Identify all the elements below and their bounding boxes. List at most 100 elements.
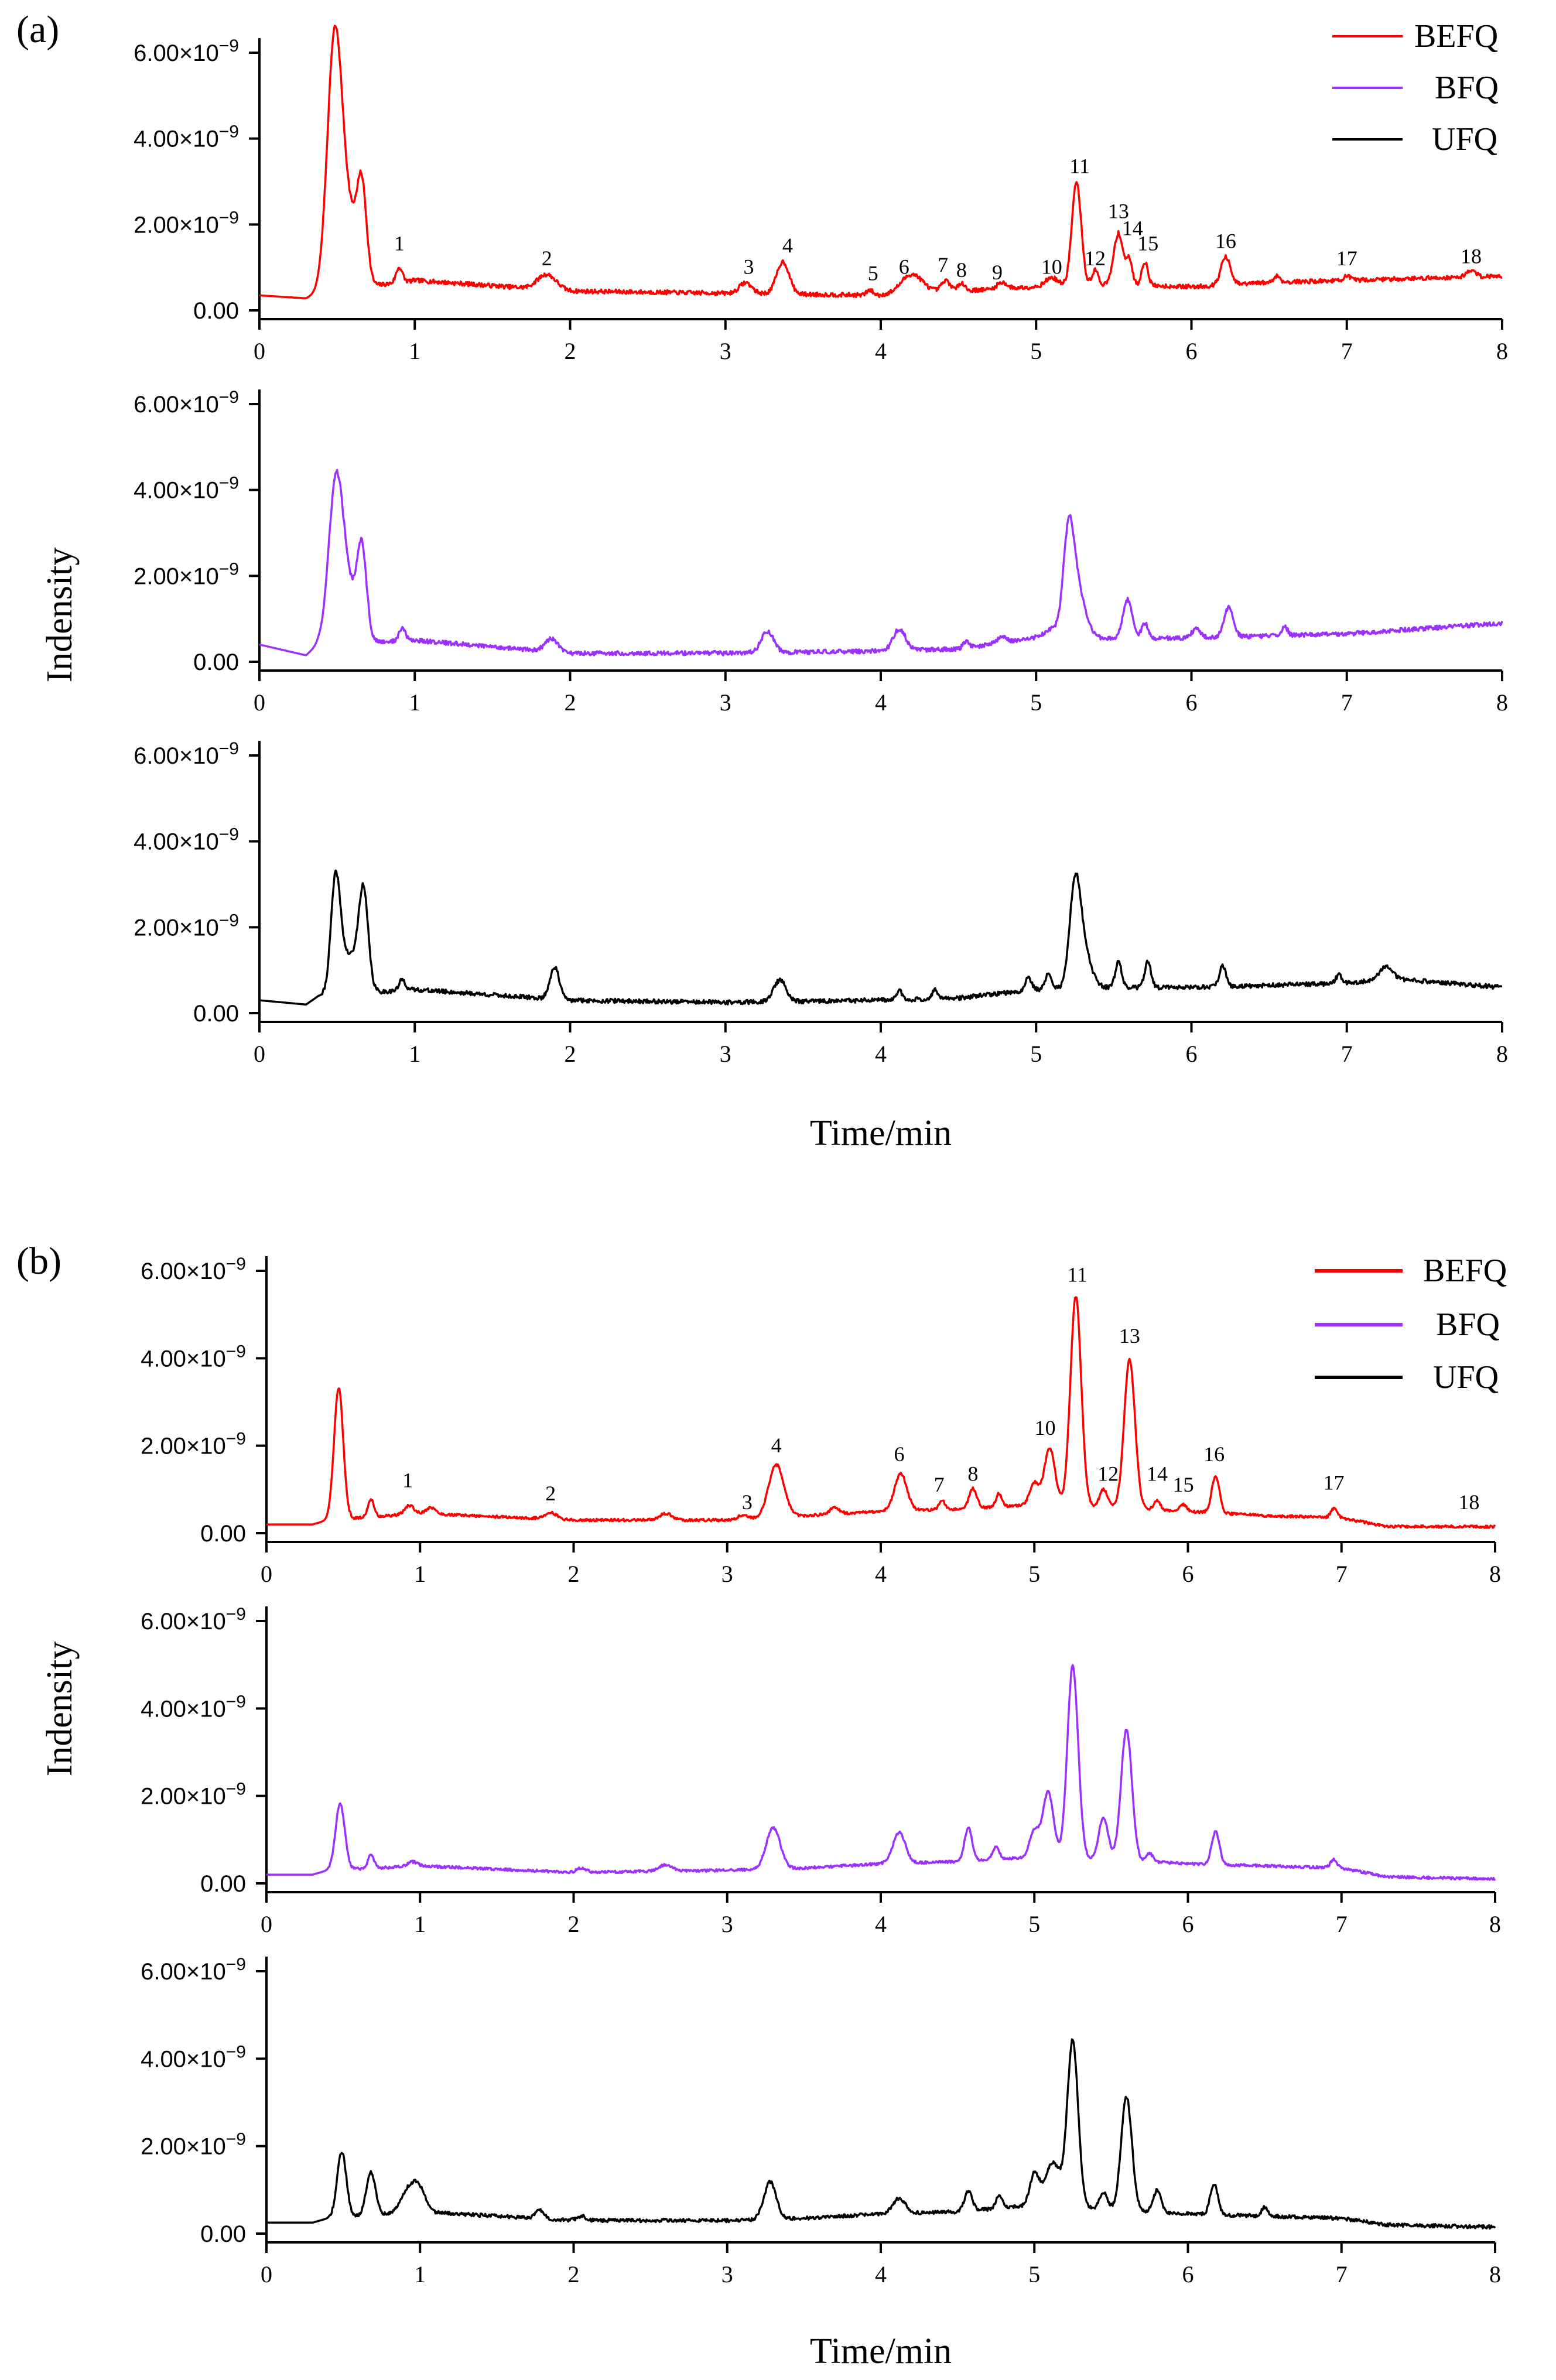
peak-label-4: 4 [782, 234, 793, 257]
b-ufq-x-tick-label: 8 [1489, 2261, 1501, 2287]
b-ufq-y-tick-label: 0.00 [200, 2221, 246, 2247]
peak-label-1: 1 [394, 231, 405, 255]
panel-b-befq-subplot: 0.002.00×10−94.00×10−96.00×10−90 1 2 3 4 5 6 7 8… [141, 1254, 1501, 1587]
a-bfq-x-tick-label: 4 [875, 689, 887, 716]
b-ufq-x-tick-label: 5 [1028, 2261, 1040, 2287]
b-ufq-x-tick-label: 6 [1182, 2261, 1194, 2287]
panel-b-y-axis-title: Indensity [40, 1642, 80, 1777]
b-befq-y-tick-label: 0.00 [200, 1521, 246, 1547]
b-bfq-y-tick-label: 0.00 [200, 1871, 246, 1897]
a-ufq-y-tick-label: 2.00×10−9 [134, 911, 239, 941]
legend-label-ufq: UFQ [1432, 121, 1497, 158]
a-bfq-x-tick-label: 6 [1186, 689, 1198, 716]
a-ufq-y-tick-label: 0.00 [193, 1001, 239, 1027]
a-befq-x-tick-label: 4 [875, 338, 887, 364]
peak-label-14: 14 [1147, 1462, 1168, 1485]
peak-label-13: 13 [1108, 199, 1129, 223]
peak-label-15: 15 [1137, 231, 1158, 255]
panel-b-bfq-subplot: 0.00 2.00×10−9 4.00×10−9 6.00×10−9 0 1 2 3 4 5 6 7 8 [141, 1605, 1501, 1937]
b-ufq-y-tick-label: 6.00×10−9 [141, 1955, 246, 1985]
peak-label-7: 7 [938, 253, 948, 276]
b-befq-x-tick-label: 1 [414, 1561, 426, 1587]
peak-label-6: 6 [899, 255, 909, 279]
peak-label-17: 17 [1336, 247, 1357, 270]
b-bfq-x-tick-label: 3 [721, 1911, 733, 1937]
peak-label-1: 1 [402, 1469, 413, 1492]
panel-a: (a) Indensity Time/min BEFQ BFQ UFQ 0.00… [16, 8, 1508, 1153]
peak-label-10: 10 [1035, 1416, 1056, 1439]
a-ufq-x-tick-label: 2 [565, 1041, 576, 1067]
b-ufq-x-tick-label: 3 [721, 2261, 733, 2287]
b-bfq-x-tick-label: 4 [875, 1911, 887, 1937]
panel-a-befq-subplot: 0.002.00×10−94.00×10−96.00×10−90 1 2 3 4 5 6 7 8… [134, 25, 1508, 364]
peak-label-3: 3 [742, 1490, 753, 1514]
panel-a-bfq-subplot: 0.00 2.00×10−9 4.00×10−9 6.00×10−9 0 1 2 3 4 5 6 7 8 [134, 388, 1508, 716]
peak-label-8: 8 [967, 1462, 978, 1485]
b-bfq-y-tick-label: 4.00×10−9 [141, 1692, 246, 1722]
a-befq-x-tick-label: 2 [565, 338, 576, 364]
a-ufq-x-tick-label: 5 [1030, 1041, 1042, 1067]
b-bfq-x-tick-label: 0 [261, 1911, 272, 1937]
peak-label-15: 15 [1173, 1473, 1194, 1496]
b-ufq-trace [266, 2038, 1496, 2230]
peak-label-16: 16 [1203, 1442, 1225, 1466]
a-befq-y-tick-label: 6.00×10−9 [134, 36, 239, 66]
b-bfq-x-tick-label: 7 [1336, 1911, 1348, 1937]
a-bfq-x-tick-label: 2 [565, 689, 576, 716]
a-ufq-x-tick-label: 0 [254, 1041, 265, 1067]
peak-label-4: 4 [771, 1434, 782, 1457]
b-befq-x-tick-label: 0 [261, 1561, 272, 1587]
a-ufq-x-tick-label: 8 [1496, 1041, 1508, 1067]
peak-label-2: 2 [545, 1482, 556, 1505]
a-ufq-y-tick-label: 6.00×10−9 [134, 739, 239, 769]
peak-label-18: 18 [1458, 1490, 1479, 1514]
legend-label-befq: BEFQ [1414, 18, 1498, 54]
peak-label-12: 12 [1085, 247, 1106, 270]
a-bfq-y-tick-label: 6.00×10−9 [134, 388, 239, 418]
peak-label-7: 7 [934, 1473, 945, 1496]
panel-b-ufq-subplot: 0.00 2.00×10−9 4.00×10−9 6.00×10−9 0 1 2 3 4 5 6 7 8 [141, 1955, 1501, 2287]
peak-label-14: 14 [1122, 217, 1143, 240]
a-befq-y-tick-label: 2.00×10−9 [134, 208, 239, 238]
legend-label-bfq: BFQ [1435, 70, 1499, 106]
a-ufq-trace [259, 869, 1503, 1006]
a-ufq-y-tick-label: 4.00×10−9 [134, 825, 239, 855]
a-befq-x-tick-label: 8 [1496, 338, 1508, 364]
a-befq-x-tick-label: 5 [1030, 338, 1042, 364]
b-befq-y-tick-label: 6.00×10−9 [141, 1254, 246, 1284]
peak-label-10: 10 [1041, 255, 1062, 279]
peak-label-12: 12 [1097, 1462, 1119, 1485]
b-befq-x-tick-label: 2 [568, 1561, 580, 1587]
peak-label-11: 11 [1069, 154, 1090, 177]
a-bfq-y-tick-label: 4.00×10−9 [134, 474, 239, 504]
a-befq-y-tick-label: 0.00 [193, 298, 239, 324]
b-bfq-x-tick-label: 8 [1489, 1911, 1501, 1937]
panel-a-legend: BEFQ BFQ UFQ [1332, 18, 1499, 158]
a-bfq-x-tick-label: 1 [409, 689, 420, 716]
a-bfq-trace [259, 469, 1503, 656]
peak-label-13: 13 [1119, 1324, 1140, 1348]
a-ufq-x-tick-label: 1 [409, 1041, 420, 1067]
b-bfq-x-tick-label: 2 [568, 1911, 580, 1937]
a-bfq-x-tick-label: 0 [254, 689, 265, 716]
a-bfq-x-tick-label: 8 [1496, 689, 1508, 716]
peak-label-16: 16 [1215, 230, 1236, 253]
b-befq-y-tick-label: 4.00×10−9 [141, 1342, 246, 1372]
peak-label-9: 9 [992, 261, 1003, 284]
b-bfq-x-tick-label: 6 [1182, 1911, 1194, 1937]
panel-a-label: (a) [16, 8, 59, 51]
legend-label-bfq: BFQ [1436, 1307, 1500, 1343]
a-befq-x-tick-label: 0 [254, 338, 265, 364]
panel-a-y-axis-title: Indensity [40, 548, 80, 683]
b-befq-y-tick-label: 2.00×10−9 [141, 1430, 246, 1459]
a-ufq-x-tick-label: 4 [875, 1041, 887, 1067]
b-befq-trace [266, 1296, 1496, 1529]
peak-label-3: 3 [744, 255, 754, 279]
a-ufq-x-tick-label: 6 [1186, 1041, 1198, 1067]
b-ufq-y-tick-label: 4.00×10−9 [141, 2042, 246, 2072]
b-ufq-x-tick-label: 2 [568, 2261, 580, 2287]
a-bfq-x-tick-label: 7 [1341, 689, 1353, 716]
peak-label-18: 18 [1461, 244, 1482, 268]
b-befq-x-tick-label: 4 [875, 1561, 887, 1587]
